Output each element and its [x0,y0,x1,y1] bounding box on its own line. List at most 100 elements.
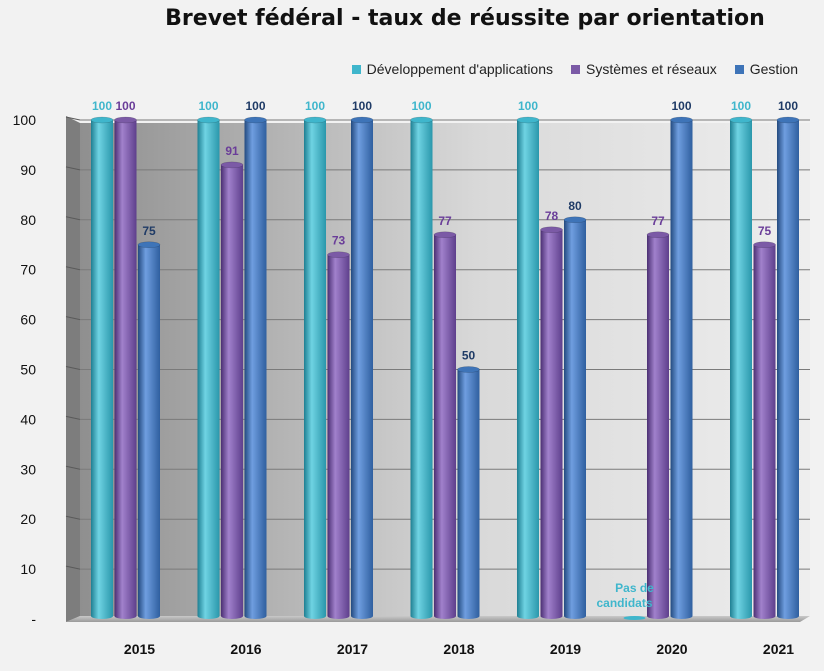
y-tick-label: 50 [20,362,36,378]
gridline-side [65,166,81,171]
bar [457,366,480,619]
data-label: 73 [332,234,346,248]
bar-top [90,116,114,124]
gridline-side [65,565,81,570]
data-label: 77 [651,214,665,228]
bar [670,116,693,619]
bar-base [114,613,137,619]
bar-top [350,116,374,124]
bar-body [670,120,693,616]
bar-body [647,234,669,616]
bar-base [517,613,539,619]
data-label: 75 [758,224,772,238]
bar [350,116,374,619]
plot-side-wall [66,116,80,622]
bar-base [457,613,480,619]
bar-body [244,120,267,616]
bar-base [777,613,799,619]
bar-base [730,613,752,619]
x-tick-label: 2018 [443,641,474,657]
legend-item-gestion: Gestion [734,61,798,77]
y-tick-label: - [31,611,36,627]
data-label: 100 [518,99,538,113]
bar-top [220,161,244,169]
bar [197,116,220,619]
bar [646,231,670,619]
y-tick-label: 20 [20,511,36,527]
legend-item-developpement: Développement d'applications [351,61,554,77]
bar-body [304,120,326,616]
bar-body [327,254,350,617]
bar-body [730,120,752,616]
data-label: 100 [198,99,218,113]
bar-top [114,116,137,124]
bar-base [540,613,563,619]
y-tick-label: 70 [20,262,36,278]
bar-top [776,116,800,124]
bar [410,116,433,619]
bar [327,251,350,619]
bar-top [457,366,480,373]
y-tick-label: 100 [13,112,37,128]
legend-label-gestion: Gestion [749,61,798,77]
data-label: 100 [352,99,372,113]
data-label-line: candidats [596,596,652,610]
bar-body [91,120,113,616]
gridline-side [65,216,81,221]
bar-top [670,116,693,124]
legend-label-developpement: Développement d'applications [366,61,554,77]
data-label: 100 [245,99,265,113]
bar-body [753,244,776,616]
y-tick-label: 90 [20,162,36,178]
bar-top [729,116,753,124]
bar [729,116,753,619]
bar-base [351,613,373,619]
bar [244,116,267,619]
bar-body [434,234,456,616]
x-tick-label: 2020 [656,641,687,657]
legend-item-systemes: Systèmes et réseaux [571,61,717,77]
bar-top [753,241,776,248]
bar-base [221,613,243,619]
bar-body [564,219,586,617]
gridline-side [65,465,81,470]
data-label: 100 [115,99,135,113]
data-label: 75 [142,224,156,238]
data-label: 100 [411,99,431,113]
bar-top [410,116,433,124]
x-tick-label: 2021 [763,641,794,657]
y-tick-label: 30 [20,461,36,477]
bar-top [563,216,587,224]
y-tick-label: 60 [20,312,36,328]
bar-base [670,613,693,619]
legend-swatch-developpement [351,64,361,74]
legend: Développement d'applications Systèmes et… [351,61,798,77]
bar [753,241,776,619]
data-label: 91 [225,144,239,158]
data-label: 100 [671,99,691,113]
bar-zero-marker [623,616,646,620]
x-tick-label: 2019 [550,641,581,657]
bar-base [327,613,350,619]
bar-base [647,613,669,619]
bar-top [433,231,457,239]
bar [433,231,457,619]
bar-body [540,229,563,616]
bar-body [351,120,373,616]
gridline-side [65,266,81,271]
chart-title: Brevet fédéral - taux de réussite par or… [165,6,765,31]
bar-base [91,613,113,619]
data-label: 100 [731,99,751,113]
bar [516,116,540,619]
bar-top [303,116,327,124]
legend-swatch-gestion [734,64,744,74]
bar-body [777,120,799,616]
x-tick-label: 2017 [337,641,368,657]
bar [90,116,114,619]
y-tick-label: 80 [20,212,36,228]
x-tick-label: 2015 [124,641,155,657]
bar-top [540,226,563,234]
bar-base [410,613,433,619]
